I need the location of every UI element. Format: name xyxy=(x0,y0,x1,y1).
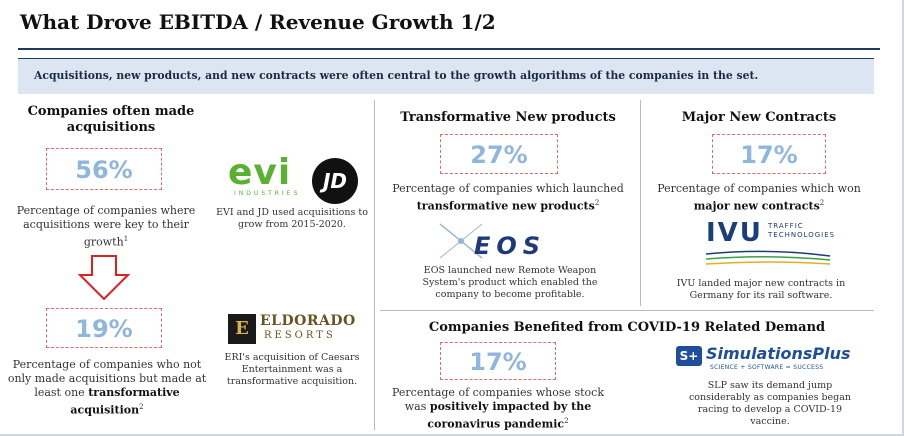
divider-left xyxy=(374,100,375,430)
products-heading: Transformative New products xyxy=(400,110,616,125)
frame-bottom xyxy=(0,434,904,436)
divider-horizontal xyxy=(380,310,874,311)
summary-banner-text: Acquisitions, new products, and new cont… xyxy=(34,69,759,82)
summary-banner: Acquisitions, new products, and new cont… xyxy=(18,58,874,94)
eos-logo: EOS xyxy=(439,223,546,260)
acquisitions-desc-1: Percentage of companies where acquisitio… xyxy=(16,204,196,249)
ivu-logo: IVU TRAFFIC TECHNOLOGIES xyxy=(704,218,834,270)
products-stat: 27% xyxy=(440,134,558,174)
covid-desc: Percentage of companies whose stock was … xyxy=(391,386,604,431)
eri-caption: ERI's acquisition of Caesars Entertainme… xyxy=(224,352,360,387)
eos-caption: EOS launched new Remote Weapon System's … xyxy=(422,265,598,300)
ivu-caption: IVU landed major new contracts in German… xyxy=(676,278,846,301)
evi-jd-caption: EVI and JD used acquisitions to grow fro… xyxy=(216,207,368,230)
acquisitions-stat-1: 56% xyxy=(46,148,162,190)
contracts-stat: 17% xyxy=(712,134,826,174)
acquisitions-heading: Companies often made acquisitions xyxy=(27,104,195,135)
covid-stat: 17% xyxy=(440,342,556,380)
simulations-plus-logo: S+ SimulationsPlus SCIENCE + SOFTWARE = … xyxy=(676,344,866,376)
divider-mid xyxy=(640,100,641,306)
covid-heading: Companies Benefited from COVID-19 Relate… xyxy=(428,320,826,335)
down-arrow-icon xyxy=(78,255,130,301)
contracts-heading: Major New Contracts xyxy=(681,110,837,125)
acquisitions-desc-2: Percentage of companies who not only mad… xyxy=(7,358,207,417)
contracts-desc: Percentage of companies which won major … xyxy=(657,182,861,213)
products-desc: Percentage of companies which launched t… xyxy=(392,182,624,213)
frame-right xyxy=(902,0,904,436)
slp-caption: SLP saw its demand jump considerably as … xyxy=(688,380,852,427)
eldorado-logo: E ELDORADO RESORTS xyxy=(228,314,356,344)
acquisitions-stat-2: 19% xyxy=(46,308,162,348)
evi-logo: evi INDUSTRIES xyxy=(228,152,301,198)
page-title: What Drove EBITDA / Revenue Growth 1/2 xyxy=(20,10,496,34)
svg-text:EOS: EOS xyxy=(474,232,546,260)
jd-logo: JD xyxy=(312,158,358,204)
title-rule xyxy=(18,48,880,50)
